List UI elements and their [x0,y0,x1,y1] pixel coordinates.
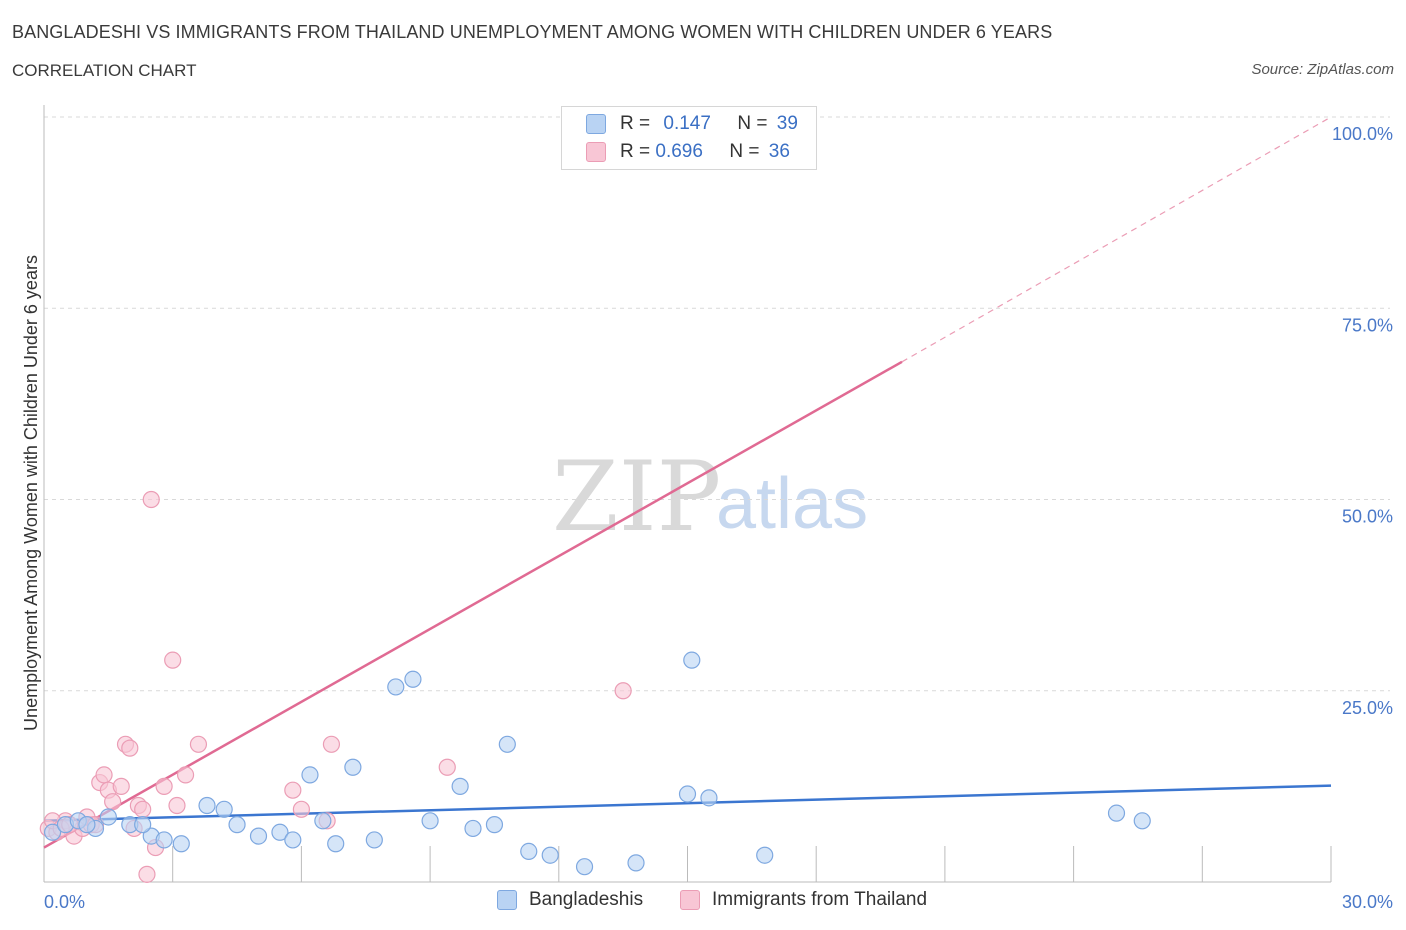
bangladeshi-point [1133,812,1151,830]
stats-legend-row-bangladeshis: R = 0.147 N = 39 [586,112,798,136]
thailand-point [95,766,113,784]
bangladeshi-point [756,846,774,864]
grid-lines [44,116,1390,692]
bangladeshi-point [627,854,645,872]
axes [43,105,1332,883]
bangladeshi-point [678,785,697,803]
thailand-point [104,793,122,811]
trend-lines [43,116,1332,849]
thailand-point [292,800,310,818]
bangladeshi-point [421,812,439,830]
bangladeshi-point [365,831,383,849]
r-label: R = [620,113,651,134]
source-credit: Source: ZipAtlas.com [1251,61,1394,78]
stats-legend: R = 0.147 N = 39 R = 0.696 N = 36 [561,106,817,170]
bangladeshi-point [172,835,190,853]
r-label: R = [620,141,651,162]
thailand-point [121,739,139,757]
n-value: 39 [776,113,798,134]
pink-swatch [680,890,700,910]
chart-title: BANGLADESHI VS IMMIGRANTS FROM THAILAND … [12,22,1053,42]
thailand-point [155,777,173,795]
bangladeshi-point [198,796,216,815]
bangladeshi-point [700,789,718,807]
thailand-trend-line [43,360,903,849]
legend-item-thailand: Immigrants from Thailand [680,889,927,911]
bangladeshi-point [99,808,117,826]
n-label: N = [729,141,760,162]
r-value: 0.696 [655,141,703,162]
bangladeshi-point [520,842,538,861]
thailand-point [189,735,208,753]
thailand-point [284,781,302,799]
n-label: N = [737,113,768,134]
chart-subtitle: CORRELATION CHART [12,61,197,80]
legend-label: Immigrants from Thailand [712,889,928,910]
bangladeshi-point [134,816,152,834]
y-tick-label: 50.0% [1342,507,1393,527]
bangladeshi-point [314,812,332,830]
watermark-zip: ZIP [552,441,721,553]
bangladeshi-point [78,816,96,834]
bangladeshi-point [327,835,345,853]
bangladeshi-point [404,670,422,688]
bangladeshi-point [271,823,289,841]
thailand-point [134,800,152,818]
blue-swatch [586,114,606,134]
thailand-point [138,865,156,883]
thailand-point [322,735,341,753]
x-tick-label: 0.0% [44,892,85,912]
bangladeshi-trend-line [43,784,1332,823]
thailand-point [142,490,160,509]
thailand-point [112,777,130,795]
y-tick-label: 75.0% [1342,315,1393,335]
legend-label: Bangladeshis [529,889,644,910]
y-tick-label: 25.0% [1342,698,1393,718]
legend-item-bangladeshis: Bangladeshis [497,889,643,911]
bangladeshi-point [228,816,246,834]
bangladeshi-point [284,831,302,849]
bangladeshi-point [451,777,469,795]
bangladeshi-point [683,651,701,669]
bangladeshi-point [43,823,62,841]
bangladeshi-point [464,819,482,838]
thailand-point [176,766,195,784]
thailand-point [164,651,182,669]
bangladeshi-point [1107,804,1126,822]
stats-legend-row-thailand: R = 0.696 N = 36 [586,140,790,164]
x-tick-label: 30.0% [1342,892,1393,912]
bangladeshi-point [541,846,559,864]
thailand-point [168,796,186,815]
bangladeshi-point [215,800,233,818]
pink-swatch [586,142,606,162]
bangladeshi-point [575,858,594,876]
bangladeshi-point [249,827,268,845]
thailand-point [438,758,456,776]
bangladeshi-point [301,766,319,784]
bangladeshi-point [485,816,504,834]
r-value: 0.147 [663,113,711,134]
bangladeshi-point [387,678,405,696]
bangladeshi-point [498,735,516,753]
thailand-point [614,682,632,700]
y-axis-label: Unemployment Among Women with Children U… [21,255,41,731]
n-value: 36 [768,141,790,162]
blue-swatch [497,890,517,910]
watermark-atlas: atlas [716,464,868,544]
thailand-trend-extension [901,116,1332,363]
y-tick-label: 100.0% [1332,124,1393,144]
bangladeshi-point [155,831,173,849]
tick-labels: 25.0% 50.0% 75.0% 100.0% 0.0% 30.0% [44,124,1393,912]
bangladeshi-point [344,758,362,776]
data-points [39,108,1151,883]
